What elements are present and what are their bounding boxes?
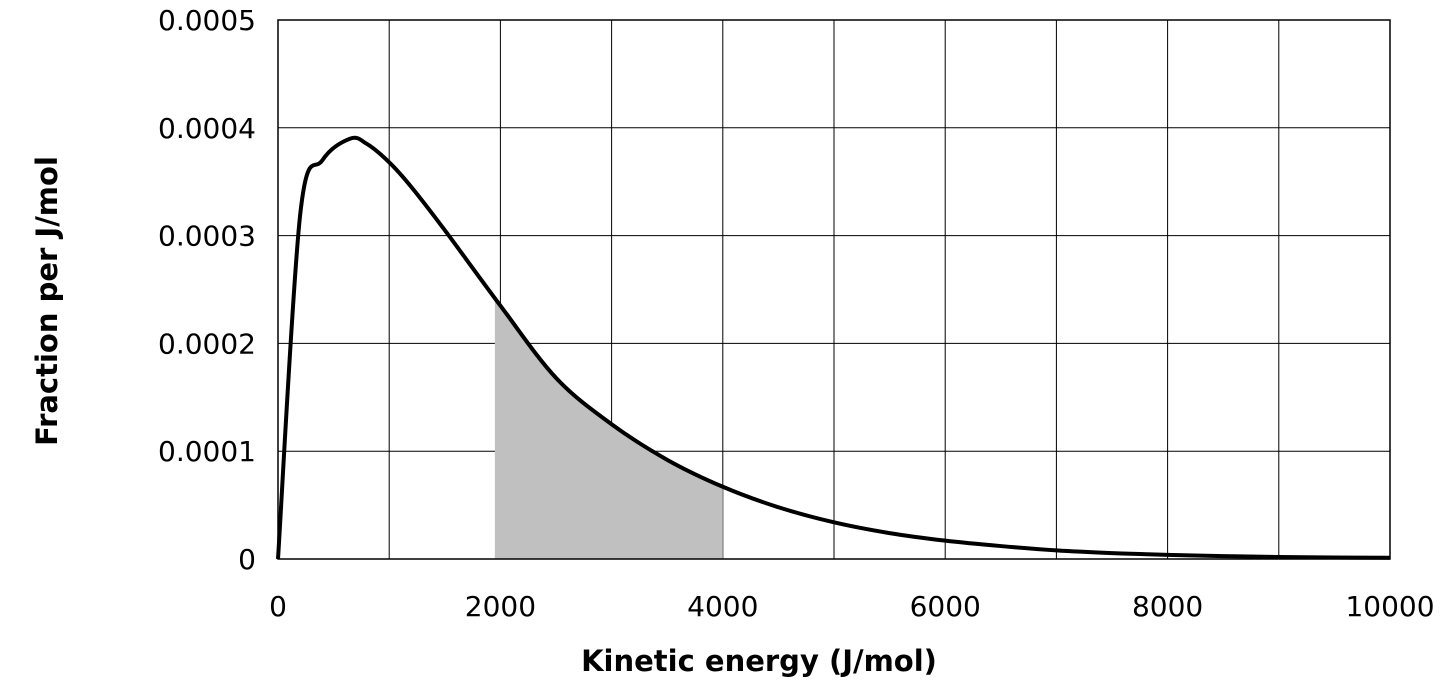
grid-lines: [277, 19, 1391, 560]
y-tick-label: 0: [238, 543, 256, 576]
plot-frame: [277, 19, 1391, 560]
y-tick-label: 0.0001: [158, 435, 256, 468]
distribution-curve: [276, 135, 1391, 560]
y-tick-label: 0.0003: [158, 220, 256, 253]
x-tick-label: 6000: [910, 590, 981, 623]
x-tick-labels: 0 2000 4000 6000 8000 10000: [269, 590, 1434, 623]
y-tick-label: 0.0005: [158, 4, 256, 37]
y-axis-title: Fraction per J/mol: [30, 156, 64, 446]
shaded-area: [494, 298, 723, 559]
x-tick-label: 0: [269, 590, 287, 623]
x-tick-label: 8000: [1132, 590, 1203, 623]
y-tick-label: 0.0004: [158, 112, 256, 145]
y-tick-labels: 0 0.0001 0.0002 0.0003 0.0004 0.0005: [158, 4, 256, 576]
x-tick-label: 10000: [1345, 590, 1434, 623]
x-tick-label: 2000: [465, 590, 536, 623]
x-axis-title: Kinetic energy (J/mol): [581, 644, 937, 678]
x-tick-label: 4000: [687, 590, 758, 623]
y-tick-label: 0.0002: [158, 327, 256, 360]
